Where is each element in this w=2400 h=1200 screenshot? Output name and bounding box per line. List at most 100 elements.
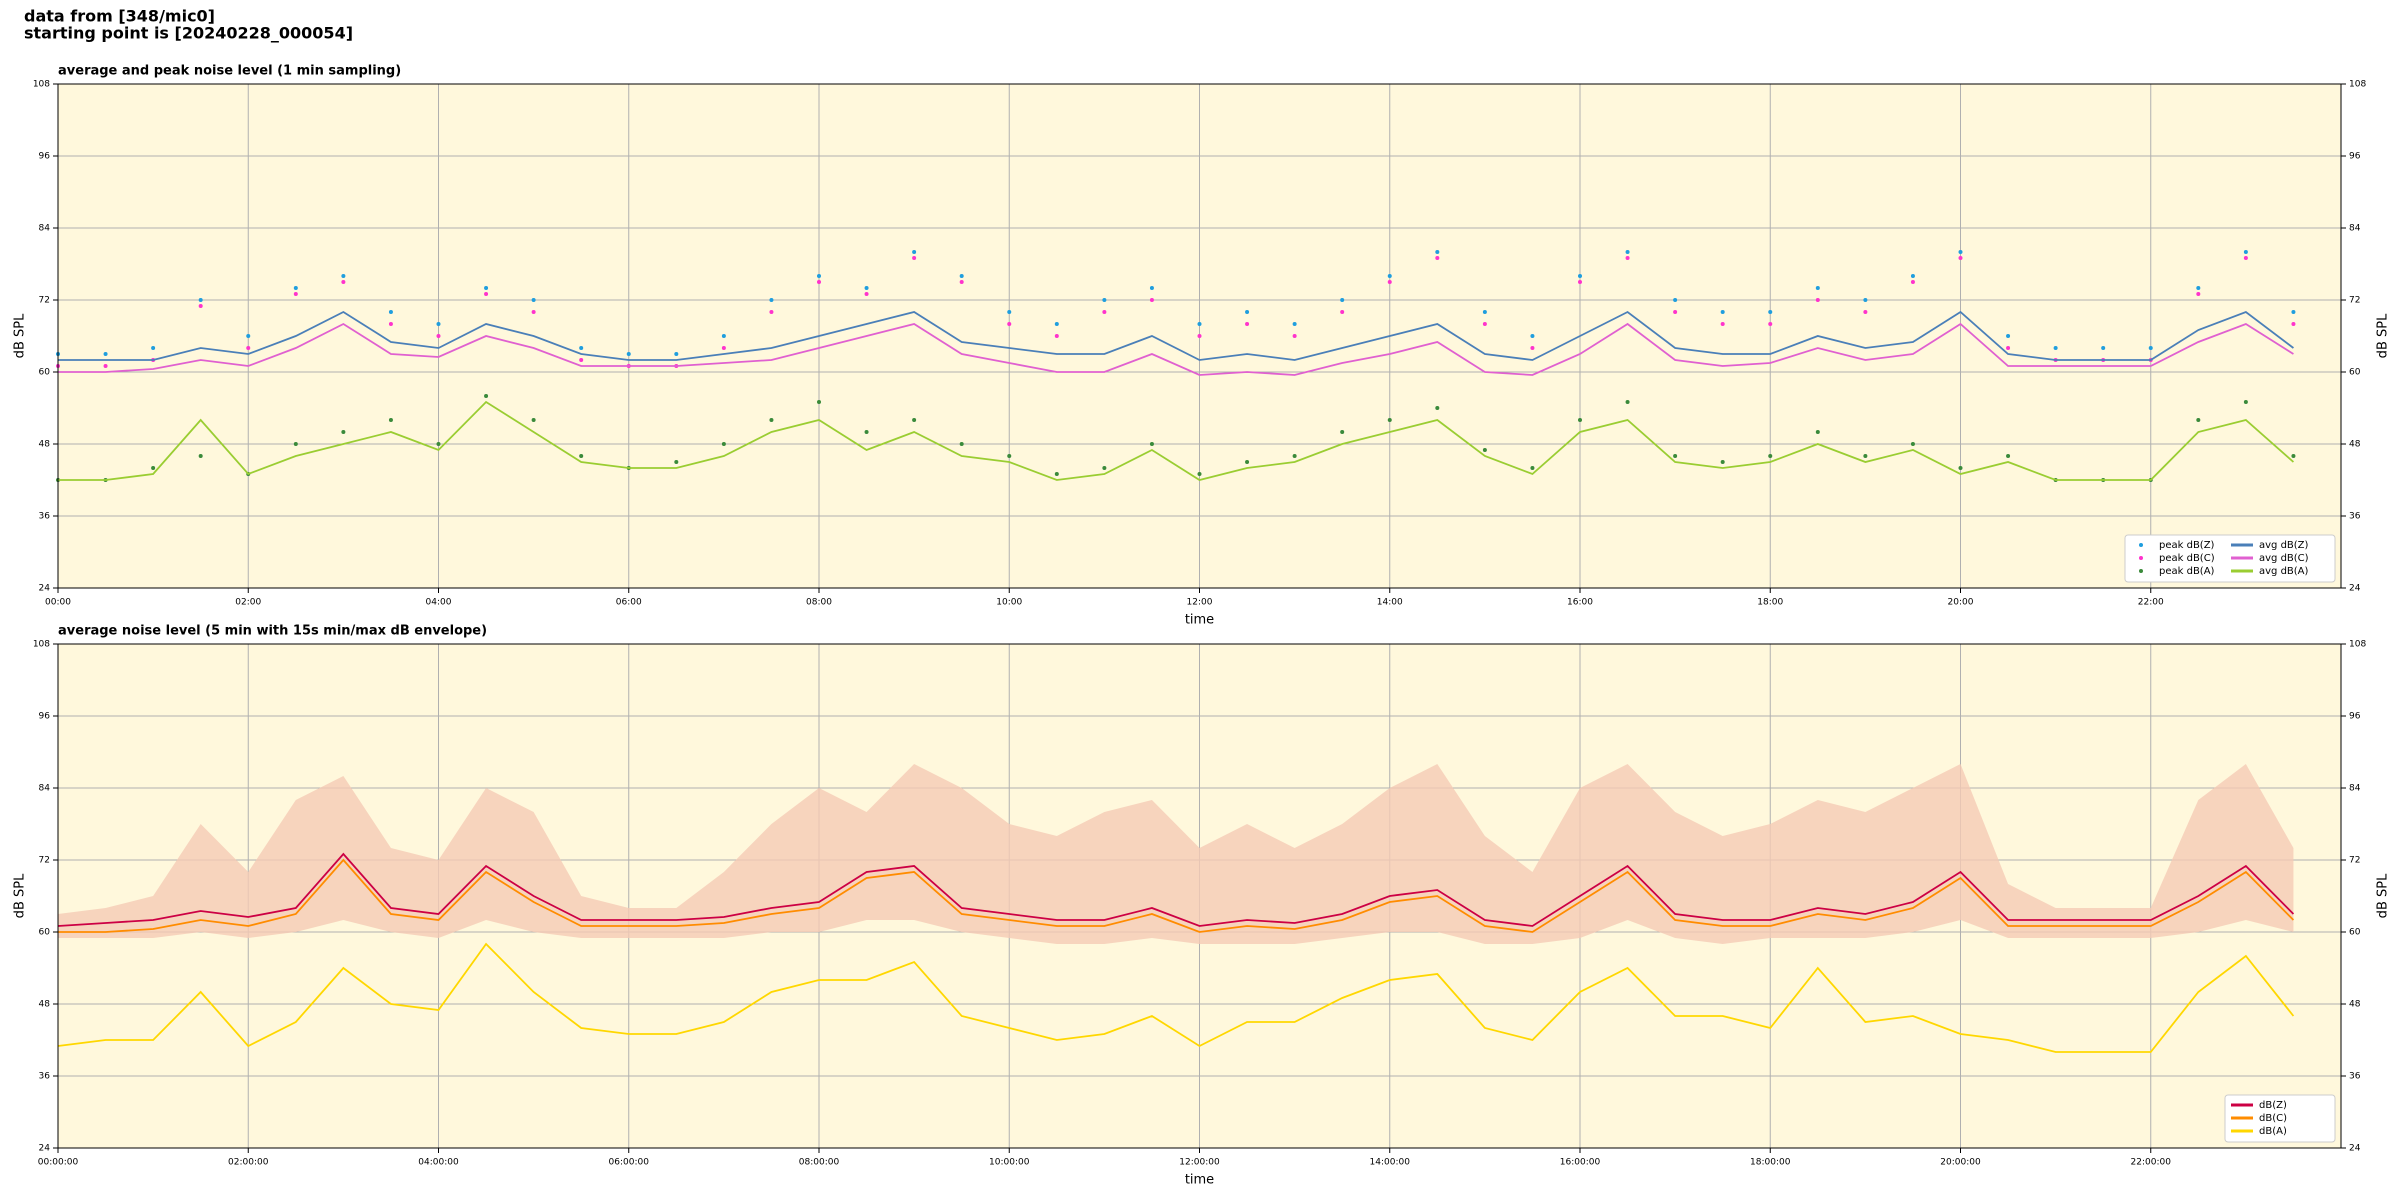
peak-point [341, 280, 346, 284]
peak-point [436, 334, 441, 338]
peak-point [1673, 310, 1678, 314]
peak-point [1387, 274, 1392, 278]
peak-point [341, 274, 346, 278]
peak-point [1768, 310, 1773, 314]
peak-point [1149, 286, 1154, 290]
y2-tick-label: 96 [2349, 712, 2361, 722]
peak-point [1720, 460, 1725, 464]
peak-point [2243, 256, 2248, 260]
peak-point [1197, 472, 1202, 476]
legend-marker [2139, 543, 2143, 547]
peak-point [769, 310, 774, 314]
peak-point [959, 442, 964, 446]
y-tick-label: 72 [39, 296, 50, 306]
y2-tick-label: 36 [2349, 512, 2361, 522]
peak-point [1007, 322, 1012, 326]
peak-point [1340, 310, 1345, 314]
series-line [58, 858, 2295, 933]
peak-point [1435, 256, 1440, 260]
legend-marker [2139, 569, 2143, 573]
peak-point [2291, 454, 2296, 458]
y2-axis-label: dB SPL [2376, 313, 2391, 358]
legend-box [2124, 534, 2336, 583]
peak-point [1007, 310, 1012, 314]
x-tick-label: 14:00:00 [1370, 1158, 1411, 1168]
peak-point [1958, 466, 1963, 470]
y2-tick-label: 24 [2349, 1144, 2361, 1154]
legend-label: avg dB(A) [2259, 566, 2309, 577]
peak-point [2291, 310, 2296, 314]
peak-point [388, 322, 393, 326]
x-axis-label: time [1185, 1173, 1214, 1188]
peak-point [1910, 274, 1915, 278]
x-tick-label: 20:00 [1948, 598, 1974, 608]
peak-point [1149, 298, 1154, 302]
peak-point [1720, 310, 1725, 314]
peak-point [817, 274, 821, 278]
x-tick-label: 14:00 [1377, 598, 1403, 608]
peak-point [341, 430, 346, 434]
peak-point [531, 418, 536, 422]
legend-label: dB(A) [2259, 1126, 2287, 1137]
header-line: data from [348/mic0] [24, 7, 215, 26]
peak-point [1054, 334, 1059, 338]
x-tick-label: 20:00:00 [1940, 1158, 1981, 1168]
peak-point [293, 292, 298, 296]
peak-point [817, 280, 821, 284]
x-axis-label: time [1185, 613, 1214, 628]
peak-point [864, 292, 869, 296]
y-tick-label: 48 [39, 440, 51, 450]
x-tick-label: 16:00 [1567, 598, 1593, 608]
peak-point [1482, 310, 1487, 314]
peak-point [912, 418, 917, 422]
peak-point [246, 346, 251, 350]
peak-point [1720, 322, 1725, 326]
series-line [57, 942, 2295, 1053]
peak-point [1910, 280, 1915, 284]
peak-point [484, 292, 489, 296]
y-tick-label: 84 [39, 224, 51, 234]
x-tick-label: 02:00:00 [228, 1158, 269, 1168]
peak-point [864, 430, 869, 434]
legend-label: dB(Z) [2259, 1100, 2287, 1111]
x-tick-label: 02:00 [235, 598, 261, 608]
peak-point [1340, 430, 1345, 434]
peak-point [1625, 400, 1630, 404]
y-tick-label: 108 [33, 80, 50, 90]
x-tick-label: 12:00:00 [1179, 1158, 1220, 1168]
x-tick-label: 00:00 [45, 598, 71, 608]
peak-point [1482, 448, 1487, 452]
peak-point [2196, 418, 2201, 422]
peak-point [293, 442, 298, 446]
peak-point [1054, 472, 1059, 476]
peak-point [1340, 298, 1345, 302]
peak-point [531, 298, 536, 302]
x-tick-label: 06:00:00 [609, 1158, 650, 1168]
x-tick-label: 12:00 [1187, 598, 1213, 608]
peak-point [1197, 322, 1202, 326]
peak-point [1292, 334, 1297, 338]
peak-point [1578, 280, 1582, 284]
peak-point [2243, 400, 2248, 404]
x-tick-label: 10:00:00 [989, 1158, 1030, 1168]
x-tick-label: 08:00:00 [799, 1158, 840, 1168]
peak-point [579, 358, 584, 362]
y-tick-label: 48 [39, 1000, 51, 1010]
peak-point [1149, 442, 1154, 446]
x-tick-label: 00:00:00 [38, 1158, 79, 1168]
peak-point [151, 466, 156, 470]
chart-title: average and peak noise level (1 min samp… [58, 64, 401, 79]
peak-point [293, 286, 298, 290]
x-tick-label: 22:00:00 [2131, 1158, 2172, 1168]
peak-point [103, 364, 108, 368]
peak-point [1625, 250, 1630, 254]
peak-point [1292, 454, 1297, 458]
peak-point [1054, 322, 1059, 326]
peak-point [484, 394, 489, 398]
peak-point [1530, 334, 1535, 338]
legend-label: dB(C) [2259, 1113, 2287, 1124]
peak-point [769, 298, 774, 302]
peak-point [436, 442, 441, 446]
peak-point [103, 352, 108, 356]
